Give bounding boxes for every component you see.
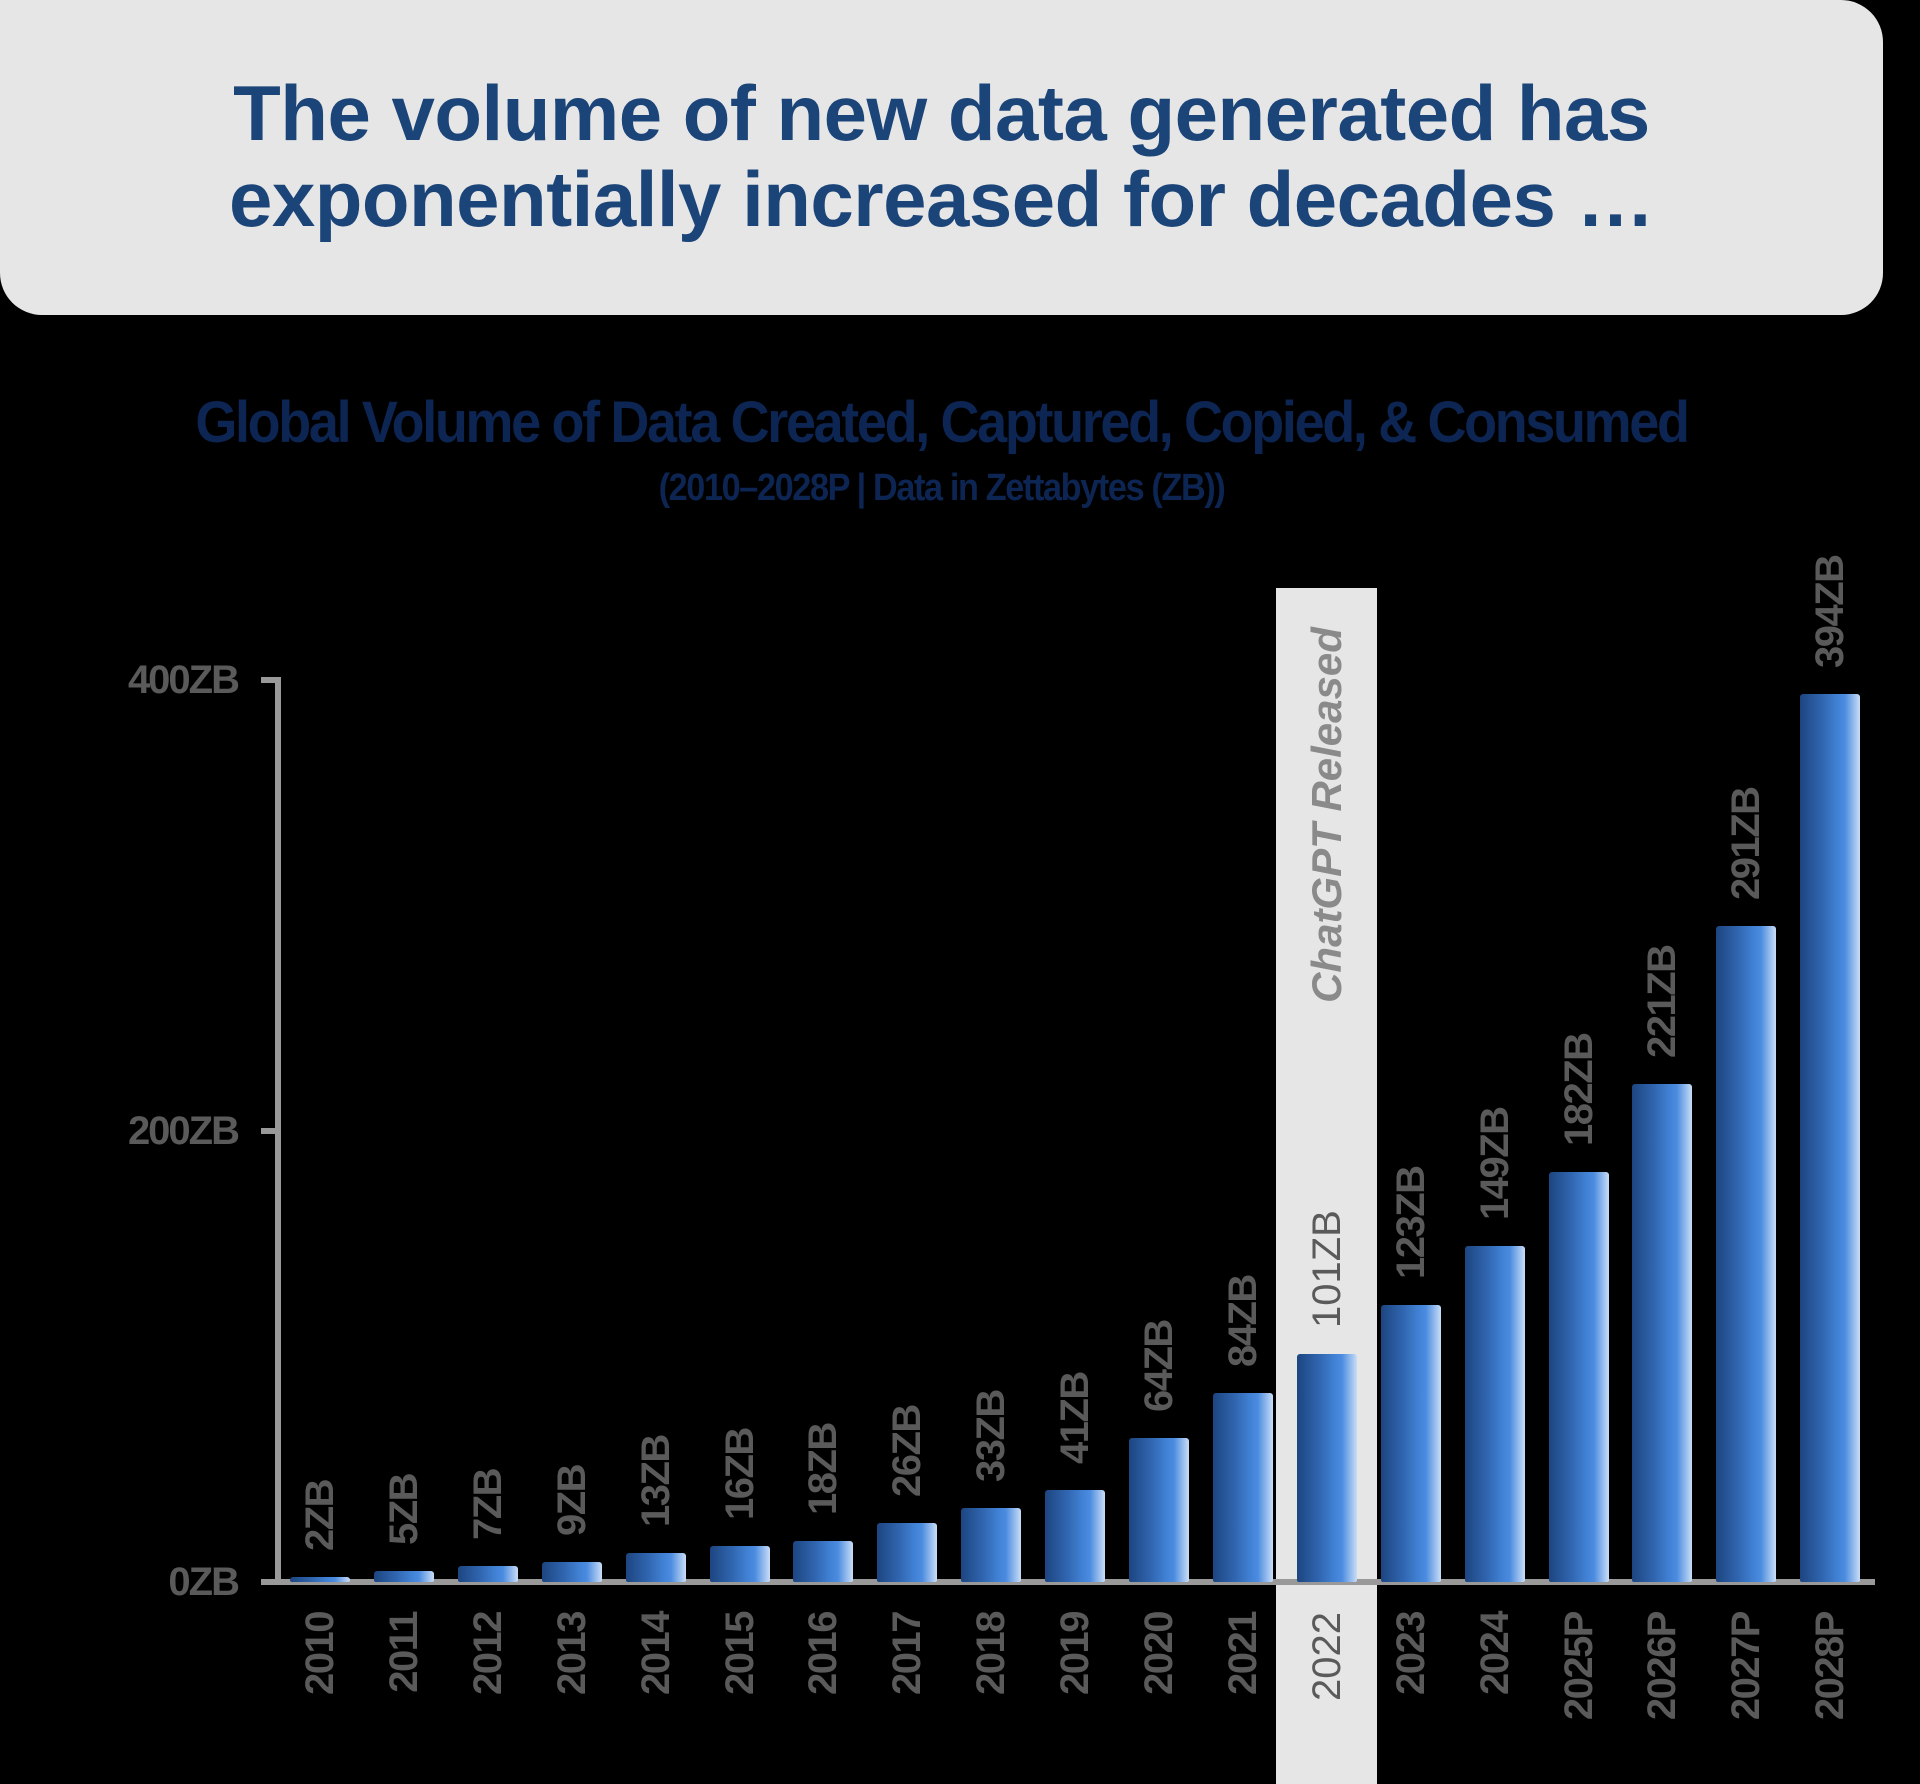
bar-2015 bbox=[709, 1545, 770, 1582]
bar-2012 bbox=[457, 1566, 518, 1582]
chart-title: Global Volume of Data Created, Captured,… bbox=[195, 390, 1690, 455]
x-tick-label-text: 2023 bbox=[1388, 1612, 1433, 1695]
header-banner: The volume of new data generated has exp… bbox=[0, 0, 1883, 315]
x-tick-label-text: 2025P bbox=[1556, 1612, 1601, 1721]
bar-2011 bbox=[373, 1570, 434, 1582]
annotation-text: ChatGPT Released bbox=[1303, 627, 1350, 1003]
value-label-text: 182ZB bbox=[1556, 1033, 1601, 1146]
y-tick bbox=[261, 1579, 281, 1585]
value-label-text: 13ZB bbox=[633, 1434, 678, 1527]
headline-line-1: The volume of new data generated has bbox=[233, 69, 1650, 157]
value-label-text: 33ZB bbox=[969, 1389, 1014, 1482]
bar-2024 bbox=[1464, 1246, 1525, 1582]
x-tick-label-text: 2026P bbox=[1640, 1612, 1685, 1721]
value-label-text: 5ZB bbox=[381, 1473, 426, 1545]
value-label-text: 149ZB bbox=[1472, 1107, 1517, 1220]
x-tick-label-text: 2010 bbox=[298, 1612, 342, 1695]
headline: The volume of new data generated has exp… bbox=[0, 70, 1883, 242]
value-label-text: 2ZB bbox=[298, 1480, 342, 1552]
bar-2018 bbox=[961, 1507, 1022, 1582]
value-label-text: 101ZB bbox=[1304, 1210, 1349, 1329]
headline-line-2: exponentially increased for decades … bbox=[228, 155, 1655, 243]
x-tick-label-text: 2017 bbox=[885, 1612, 930, 1695]
value-label-text: 84ZB bbox=[1220, 1274, 1265, 1367]
bar-2013 bbox=[541, 1561, 602, 1582]
bar-2017 bbox=[877, 1523, 938, 1582]
x-tick-label-text: 2014 bbox=[633, 1612, 678, 1695]
bar-2028p bbox=[1800, 693, 1861, 1582]
value-label-text: 41ZB bbox=[1053, 1371, 1098, 1464]
bar-2027p bbox=[1716, 925, 1777, 1582]
bar-2019 bbox=[1045, 1489, 1106, 1582]
y-tick-label: 200ZB bbox=[127, 1109, 240, 1153]
x-tick-label-text: 2019 bbox=[1053, 1612, 1098, 1695]
x-tick-label-text: 2020 bbox=[1137, 1612, 1181, 1695]
y-tick-label: 400ZB bbox=[127, 658, 240, 702]
bar-2021 bbox=[1212, 1392, 1273, 1582]
x-tick-label-text: 2011 bbox=[381, 1612, 426, 1693]
y-tick bbox=[261, 677, 281, 683]
y-tick-label: 0ZB bbox=[168, 1560, 240, 1604]
x-tick-label-text: 2013 bbox=[549, 1612, 594, 1695]
x-tick-label-text: 2012 bbox=[465, 1612, 510, 1695]
bar-2016 bbox=[793, 1541, 854, 1582]
x-tick-label-text: 2027P bbox=[1724, 1612, 1769, 1721]
bar-2014 bbox=[625, 1552, 686, 1582]
x-tick-label-text: 2016 bbox=[801, 1612, 846, 1695]
bar-2023 bbox=[1380, 1304, 1441, 1582]
bar-2025p bbox=[1548, 1171, 1609, 1582]
x-tick-label-text: 2024 bbox=[1472, 1612, 1517, 1695]
chart-subtitle: (2010–2028P | Data in Zettabytes (ZB)) bbox=[658, 467, 1226, 509]
value-label-text: 221ZB bbox=[1640, 945, 1685, 1058]
bar-2020 bbox=[1129, 1437, 1189, 1582]
x-tick-label-text: 2018 bbox=[969, 1612, 1014, 1695]
value-label-text: 9ZB bbox=[549, 1464, 594, 1536]
bar-2026p bbox=[1632, 1083, 1693, 1582]
x-axis-line bbox=[261, 1579, 1875, 1585]
bar-2010 bbox=[290, 1577, 350, 1582]
x-tick-label-text: 2028P bbox=[1808, 1612, 1853, 1721]
y-tick bbox=[261, 1128, 281, 1134]
value-label-text: 16ZB bbox=[717, 1428, 762, 1520]
value-label-text: 18ZB bbox=[801, 1423, 846, 1516]
bar-2022 bbox=[1296, 1354, 1357, 1582]
value-label-text: 291ZB bbox=[1724, 787, 1769, 900]
value-label-text: 26ZB bbox=[885, 1405, 930, 1498]
x-tick-label-text: 2022 bbox=[1304, 1612, 1349, 1701]
x-tick-label-text: 2021 bbox=[1220, 1612, 1265, 1695]
value-label-text: 64ZB bbox=[1137, 1319, 1181, 1412]
x-tick-label-text: 2015 bbox=[717, 1612, 762, 1695]
value-label-text: 123ZB bbox=[1388, 1166, 1433, 1279]
value-label-text: 7ZB bbox=[465, 1469, 510, 1541]
value-label-text: 394ZB bbox=[1808, 554, 1853, 668]
